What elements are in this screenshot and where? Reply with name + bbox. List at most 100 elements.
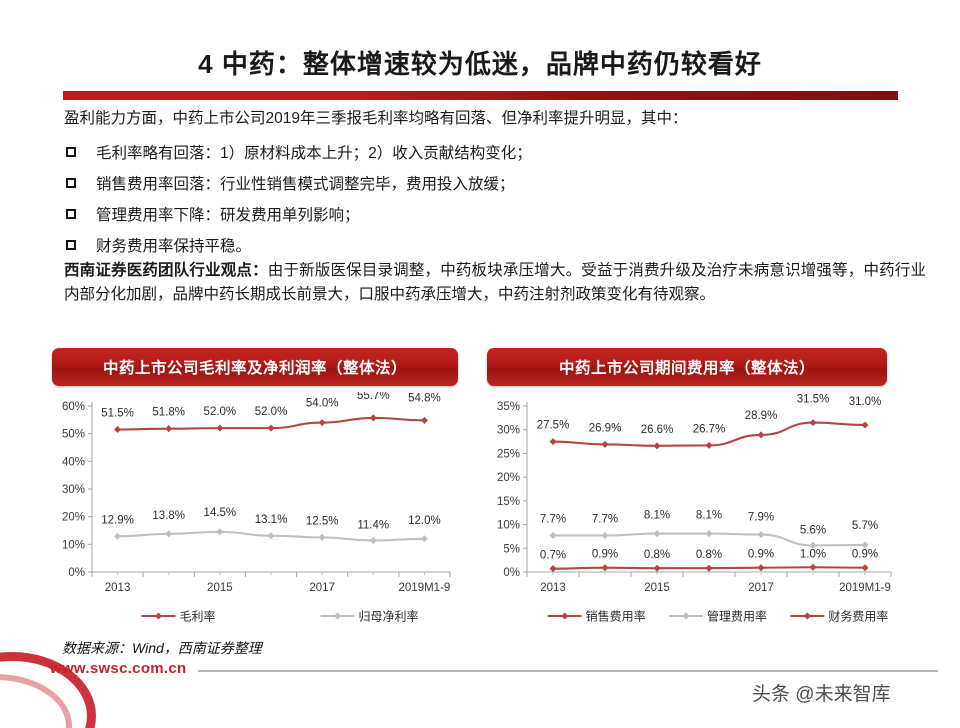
y-axis-tick-label: 0% [68, 567, 85, 579]
list-item: 销售费用率回落：行业性销售模式调整完毕，费用投入放缓； [66, 172, 926, 203]
series-marker [809, 541, 817, 549]
series-marker [165, 530, 173, 538]
x-axis-tick-label: 2019M1-9 [839, 582, 891, 594]
series-marker [809, 563, 817, 571]
series-marker [757, 531, 765, 539]
viewpoint-body: 由于新版医保目录调整，中药板块承压增大。受益于消费升级及治疗未病意识增强等，中药… [64, 262, 926, 303]
data-label: 0.9% [748, 549, 774, 561]
data-label: 5.7% [852, 520, 878, 532]
y-axis-tick-label: 30% [62, 484, 85, 496]
y-axis-tick-label: 40% [62, 456, 85, 468]
y-axis-tick-label: 60% [62, 401, 85, 413]
data-label: 12.5% [306, 515, 339, 527]
series-marker [216, 528, 224, 536]
data-label: 0.8% [696, 549, 722, 561]
chart-canvas: 0% 10% 20% 30% 40% 50% 60% 2013 2015 2017 2019M1-9… [62, 392, 451, 624]
series-marker [549, 565, 557, 573]
data-label: 5.6% [800, 524, 826, 536]
data-label: 13.8% [152, 510, 185, 522]
y-axis-tick-label: 50% [62, 429, 85, 441]
list-item: 管理费用率下降：研发费用单列影响； [66, 203, 926, 234]
chart-title-banner-left: 中药上市公司毛利率及净利润率（整体法） [52, 348, 458, 386]
legend-item-label: 财务费用率 [828, 609, 888, 624]
chart-legend: 销售费用率 管理费用率 财务费用率 [547, 609, 888, 624]
data-label: 0.7% [540, 550, 566, 562]
data-label: 52.0% [255, 406, 288, 418]
bullet-label: 财务费用率保持平稳。 [96, 238, 252, 255]
x-axis-tick-label: 2017 [748, 582, 774, 594]
chart-legend: 毛利率 归母净利率 [141, 609, 419, 624]
series-marker [549, 531, 557, 539]
y-axis-tick-label: 35% [497, 401, 520, 413]
bullet-list: 毛利率略有回落：1）原材料成本上升；2）收入贡献结构变化； 销售费用率回落：行业… [66, 141, 926, 265]
y-axis-tick-label: 25% [497, 448, 520, 460]
corner-swoosh-logo [0, 648, 120, 728]
y-axis-tick-label: 0% [503, 567, 520, 579]
bullet-label: 销售费用率回落：行业性销售模式调整完毕，费用投入放缓； [96, 176, 515, 193]
y-axis-tick-label: 5% [503, 543, 520, 555]
x-axis-tick-label: 2015 [644, 582, 670, 594]
y-axis-tick-label: 20% [62, 512, 85, 524]
series-marker [318, 419, 326, 427]
series-marker [861, 541, 869, 549]
chart-period-expense-ratio: 0% 5% 10% 15% 20% 25% 30% 35% 2013 2015 2017 2019M1… [487, 392, 899, 630]
data-label: 54.0% [306, 398, 339, 410]
data-label: 8.1% [696, 510, 722, 522]
square-bullet-icon [66, 177, 96, 190]
data-label: 51.8% [152, 407, 185, 419]
series-marker [267, 424, 275, 432]
series-marker [653, 530, 661, 538]
series-marker [601, 531, 609, 539]
y-axis-tick-label: 10% [497, 520, 520, 532]
y-axis-tick-label: 15% [497, 496, 520, 508]
source-note: 数据来源：Wind，西南证券整理 [62, 640, 262, 656]
list-item: 毛利率略有回落：1）原材料成本上升；2）收入贡献结构变化； [66, 141, 926, 172]
data-label: 14.5% [204, 507, 237, 519]
chart-canvas: 0% 5% 10% 15% 20% 25% 30% 35% 2013 2015 2017 2019M1… [497, 394, 892, 624]
list-item: 财务费用率保持平稳。 [66, 234, 926, 265]
series-marker [165, 425, 173, 433]
data-label: 26.9% [589, 422, 622, 434]
data-label: 31.5% [797, 394, 830, 406]
data-label: 0.9% [852, 549, 878, 561]
series-marker [318, 533, 326, 541]
y-axis-tick-label: 30% [497, 425, 520, 437]
data-label: 51.5% [101, 408, 134, 420]
x-axis-tick-label: 2015 [207, 582, 233, 594]
series-marker [369, 414, 377, 422]
data-label: 26.7% [693, 423, 726, 435]
series-marker [653, 564, 661, 572]
viewpoint-paragraph: 西南证券医药团队行业观点：由于新版医保目录调整，中药板块承压增大。受益于消费升级… [64, 259, 926, 306]
bullet-label: 管理费用率下降：研发费用单列影响； [96, 207, 360, 224]
page-title: 4 中药：整体增速较为低迷，品牌中药仍较看好 [198, 49, 762, 79]
x-axis-tick-label: 2013 [540, 582, 566, 594]
data-label: 52.0% [204, 406, 237, 418]
bullet-label: 毛利率略有回落：1）原材料成本上升；2）收入贡献结构变化； [96, 145, 532, 162]
chart-title-banner-right: 中药上市公司期间费用率（整体法） [487, 348, 887, 386]
data-label: 11.4% [357, 519, 389, 531]
x-axis-tick-label: 2013 [105, 582, 131, 594]
series-marker [757, 564, 765, 572]
series-marker [549, 438, 557, 446]
intro-paragraph: 盈利能力方面，中药上市公司2019年三季报毛利率均略有回落、但净利率提升明显，其… [64, 110, 688, 127]
series-marker [757, 431, 765, 439]
data-label: 1.0% [800, 548, 826, 560]
square-bullet-icon [66, 208, 96, 221]
series-marker [420, 535, 428, 543]
legend-item-label: 归母净利率 [359, 609, 419, 624]
data-label: 27.5% [537, 420, 570, 432]
data-label: 0.8% [644, 549, 670, 561]
data-label: 7.7% [592, 513, 618, 525]
series-marker [861, 421, 869, 429]
chart-gross-and-net-margin: 0% 10% 20% 30% 40% 50% 60% 2013 2015 2017 2019M1-9… [52, 392, 458, 630]
footer-divider [198, 670, 938, 672]
data-label: 55.7% [357, 392, 390, 402]
x-axis-tick-label: 2019M1-9 [399, 582, 451, 594]
data-label: 12.0% [408, 515, 441, 527]
series-marker [420, 416, 428, 424]
data-label: 0.9% [592, 549, 618, 561]
legend-item-label: 销售费用率 [586, 609, 646, 624]
data-label: 28.9% [745, 410, 778, 422]
viewpoint-label: 西南证券医药团队行业观点： [64, 262, 268, 279]
